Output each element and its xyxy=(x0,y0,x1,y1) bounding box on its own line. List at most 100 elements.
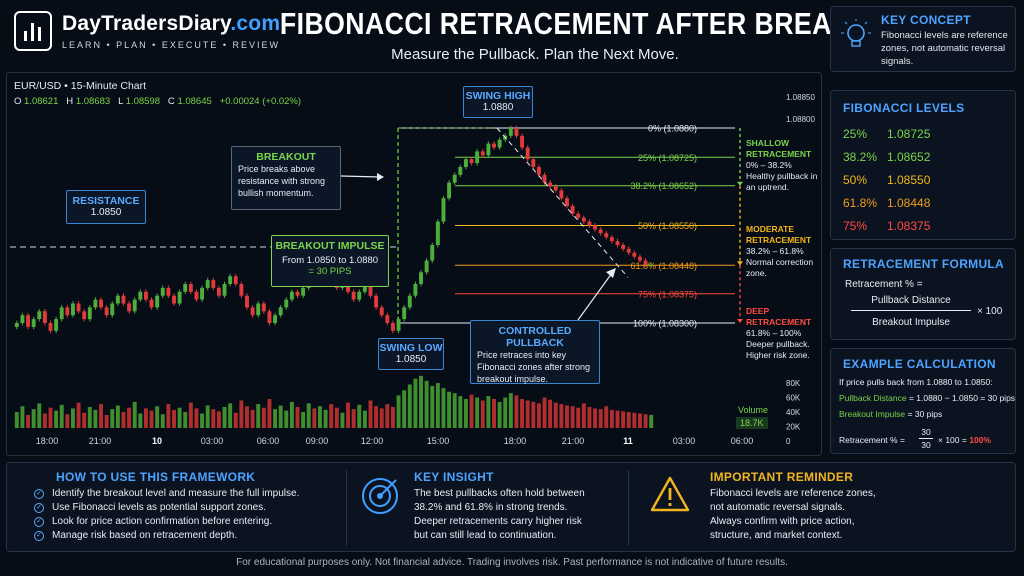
volume-bar xyxy=(469,394,474,428)
x-tick-label: 10 xyxy=(152,436,162,446)
candle-body xyxy=(200,287,205,300)
example-title: EXAMPLE CALCULATION xyxy=(843,357,996,371)
example-den: 30 xyxy=(921,440,931,450)
candle-body xyxy=(643,260,648,265)
target-icon xyxy=(362,478,398,514)
breakout-arrow xyxy=(340,175,381,178)
volume-tick-label: 40K xyxy=(786,408,801,417)
volume-bar xyxy=(239,400,244,428)
volume-bar xyxy=(205,405,210,428)
volume-bar xyxy=(626,412,631,428)
formula-times: × 100 xyxy=(977,306,1003,317)
candle-body xyxy=(222,284,227,296)
volume-bar xyxy=(553,402,558,428)
volume-bar xyxy=(340,412,345,428)
how-to-title: HOW TO USE THIS FRAMEWORK xyxy=(56,470,256,484)
key-concept-title: KEY CONCEPT xyxy=(881,13,971,27)
example-intro: If price pulls back from 1.0880 to 1.085… xyxy=(839,377,993,387)
shallow-zone-label: SHALLOW RETRACEMENT 0% – 38.2% Healthy p… xyxy=(746,138,818,192)
volume-bar xyxy=(441,388,446,428)
candle-body xyxy=(379,307,384,316)
candle-body xyxy=(177,291,182,304)
volume-bar xyxy=(351,409,356,428)
candle-body xyxy=(82,311,87,320)
reminder-line: structure, and market context. xyxy=(710,530,843,541)
volume-bar xyxy=(54,410,59,428)
swing-low-box: SWING LOW 1.0850 xyxy=(378,338,444,370)
volume-bar xyxy=(419,375,423,428)
volume-bar xyxy=(497,401,502,428)
deep-zone-label: DEEP RETRACEMENT 61.8% – 100% Deeper pul… xyxy=(746,306,812,360)
candle-body xyxy=(452,174,457,183)
volume-bar xyxy=(59,404,64,428)
logo-icon xyxy=(14,11,52,51)
candle-body xyxy=(250,307,255,316)
candle-body xyxy=(93,299,98,308)
volume-bar xyxy=(42,413,47,428)
candle-body xyxy=(132,299,137,312)
candle-body xyxy=(228,276,233,284)
candle-body xyxy=(205,280,210,288)
formula-panel: RETRACEMENT FORMULA Retracement % = Pull… xyxy=(830,248,1016,340)
candle-body xyxy=(289,291,294,300)
insight-line: Deeper retracements carry higher risk xyxy=(414,516,582,527)
volume-bar xyxy=(138,413,143,428)
volume-bar xyxy=(65,414,70,428)
x-tick-label: 18:00 xyxy=(36,436,59,446)
formula-title: RETRACEMENT FORMULA xyxy=(843,257,1005,271)
candle-body xyxy=(609,237,614,242)
candle-body xyxy=(26,315,30,327)
candle-body xyxy=(638,256,642,261)
fib-line-label: 50% (1.08550) xyxy=(638,221,697,231)
volume-bar xyxy=(385,404,390,428)
volume-bar xyxy=(520,399,525,428)
volume-bar xyxy=(536,403,541,428)
x-tick-label: 03:00 xyxy=(201,436,224,446)
candle-body xyxy=(20,315,25,323)
swing-high-box: SWING HIGH 1.0880 xyxy=(463,86,533,118)
x-tick-label: 15:00 xyxy=(427,436,450,446)
candle-body xyxy=(110,303,115,316)
volume-bar xyxy=(424,380,429,428)
volume-bar xyxy=(14,412,19,428)
candle-body xyxy=(486,143,491,156)
candle-body xyxy=(559,190,564,199)
candle-body xyxy=(615,241,620,245)
formula-fraction-bar xyxy=(851,310,971,311)
candle-body xyxy=(497,139,502,148)
candle-body xyxy=(87,307,92,320)
x-tick-label: 21:00 xyxy=(89,436,112,446)
volume-bar xyxy=(245,406,249,428)
candle-body xyxy=(256,303,261,316)
volume-bar xyxy=(649,414,654,428)
volume-bar xyxy=(216,411,221,428)
brand-name: DayTradersDiary.com xyxy=(62,12,281,35)
page-subtitle: Measure the Pullback. Plan the Next Move… xyxy=(391,46,679,63)
candle-body xyxy=(570,206,575,214)
candle-body xyxy=(183,284,188,292)
fib-line-label: 25% (1.08725) xyxy=(638,153,697,163)
volume-bar xyxy=(93,409,98,428)
key-concept-panel: KEY CONCEPT Fibonacci levels are referen… xyxy=(830,6,1016,72)
zone-arrow xyxy=(737,319,743,323)
candle-body xyxy=(143,291,148,300)
volume-bar xyxy=(609,409,614,428)
candle-body xyxy=(435,221,440,245)
x-tick-label: 12:00 xyxy=(361,436,384,446)
volume-bar xyxy=(362,410,367,428)
volume-bar xyxy=(48,407,53,428)
volume-tick-label: 60K xyxy=(786,394,801,403)
volume-bar xyxy=(273,409,278,428)
volume-bar xyxy=(559,404,564,428)
volume-bar xyxy=(329,404,334,428)
candle-body xyxy=(362,284,367,292)
volume-bar xyxy=(99,404,103,428)
volume-bar xyxy=(166,404,171,428)
volume-bar xyxy=(402,390,407,428)
volume-bar xyxy=(155,406,160,428)
volume-bar xyxy=(430,385,435,428)
volume-bar xyxy=(357,404,362,428)
how-to-item: ✓ Use Fibonacci levels as potential suppo… xyxy=(34,501,299,515)
fib-level-row: 75% 1.08375 xyxy=(843,219,931,233)
volume-bar xyxy=(548,399,553,428)
